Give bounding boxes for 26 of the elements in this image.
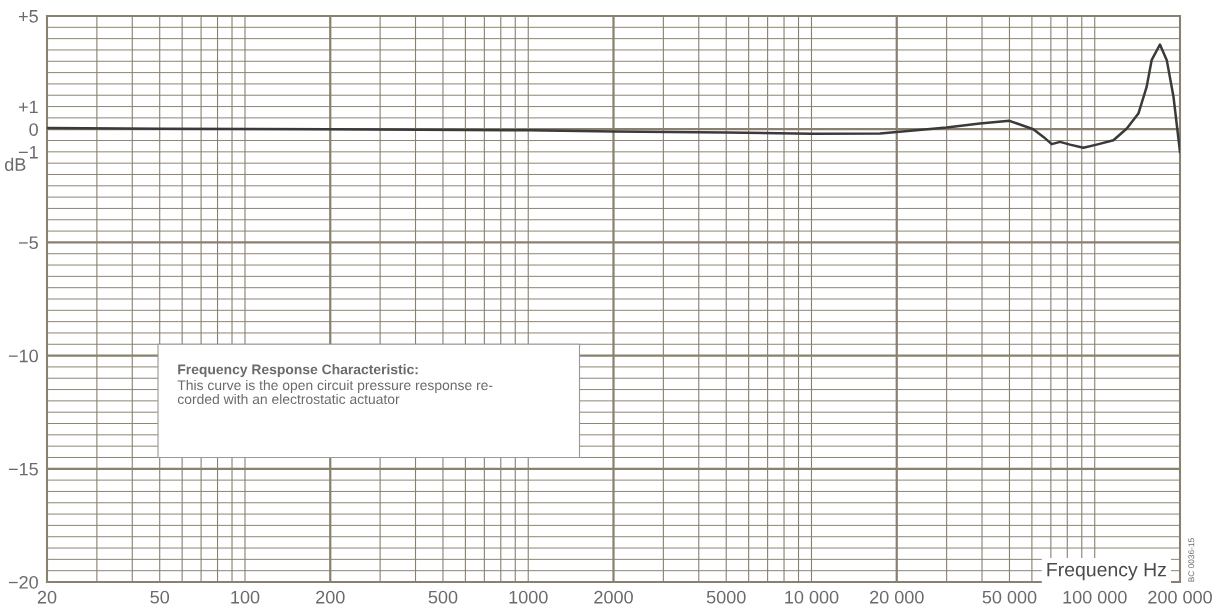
x-tick-label: 100 000: [1063, 590, 1127, 604]
y-tick-label: −1: [18, 145, 38, 159]
x-tick-label: 1000: [509, 590, 548, 604]
annotation: This curve is the open circuit pressure response re- corded with an electrostatic actuator: [177, 379, 493, 405]
annotation: Frequency Response Characteristic:: [178, 364, 418, 378]
x-axis-title: Frequency Hz: [1047, 562, 1166, 581]
y-tick-label: +5: [18, 10, 38, 23]
x-tick-label: 50 000: [982, 590, 1037, 604]
x-tick-label: 10 000: [785, 590, 839, 604]
x-tick-label: 2000: [594, 590, 633, 604]
x-tick-label: 100: [231, 590, 260, 604]
y-axis-title: dB: [4, 157, 26, 171]
x-tick-label: 20: [37, 590, 57, 604]
y-tick-label: −5: [18, 236, 38, 250]
y-tick-label: −20: [8, 575, 38, 589]
y-tick-label: −10: [8, 349, 38, 363]
x-tick-label: 50: [150, 590, 170, 604]
y-tick-label: −15: [8, 462, 38, 476]
x-tick-label: 5000: [706, 590, 746, 604]
x-tick-label: 200: [316, 590, 345, 604]
x-tick-label: 200 000: [1148, 590, 1212, 604]
x-tick-label: 20 000: [870, 590, 924, 604]
text: BC 0036-15: [1188, 538, 1195, 582]
y-tick-label: +1: [18, 100, 38, 114]
x-tick-label: 500: [428, 590, 458, 604]
y-tick-label: 0: [29, 123, 38, 136]
